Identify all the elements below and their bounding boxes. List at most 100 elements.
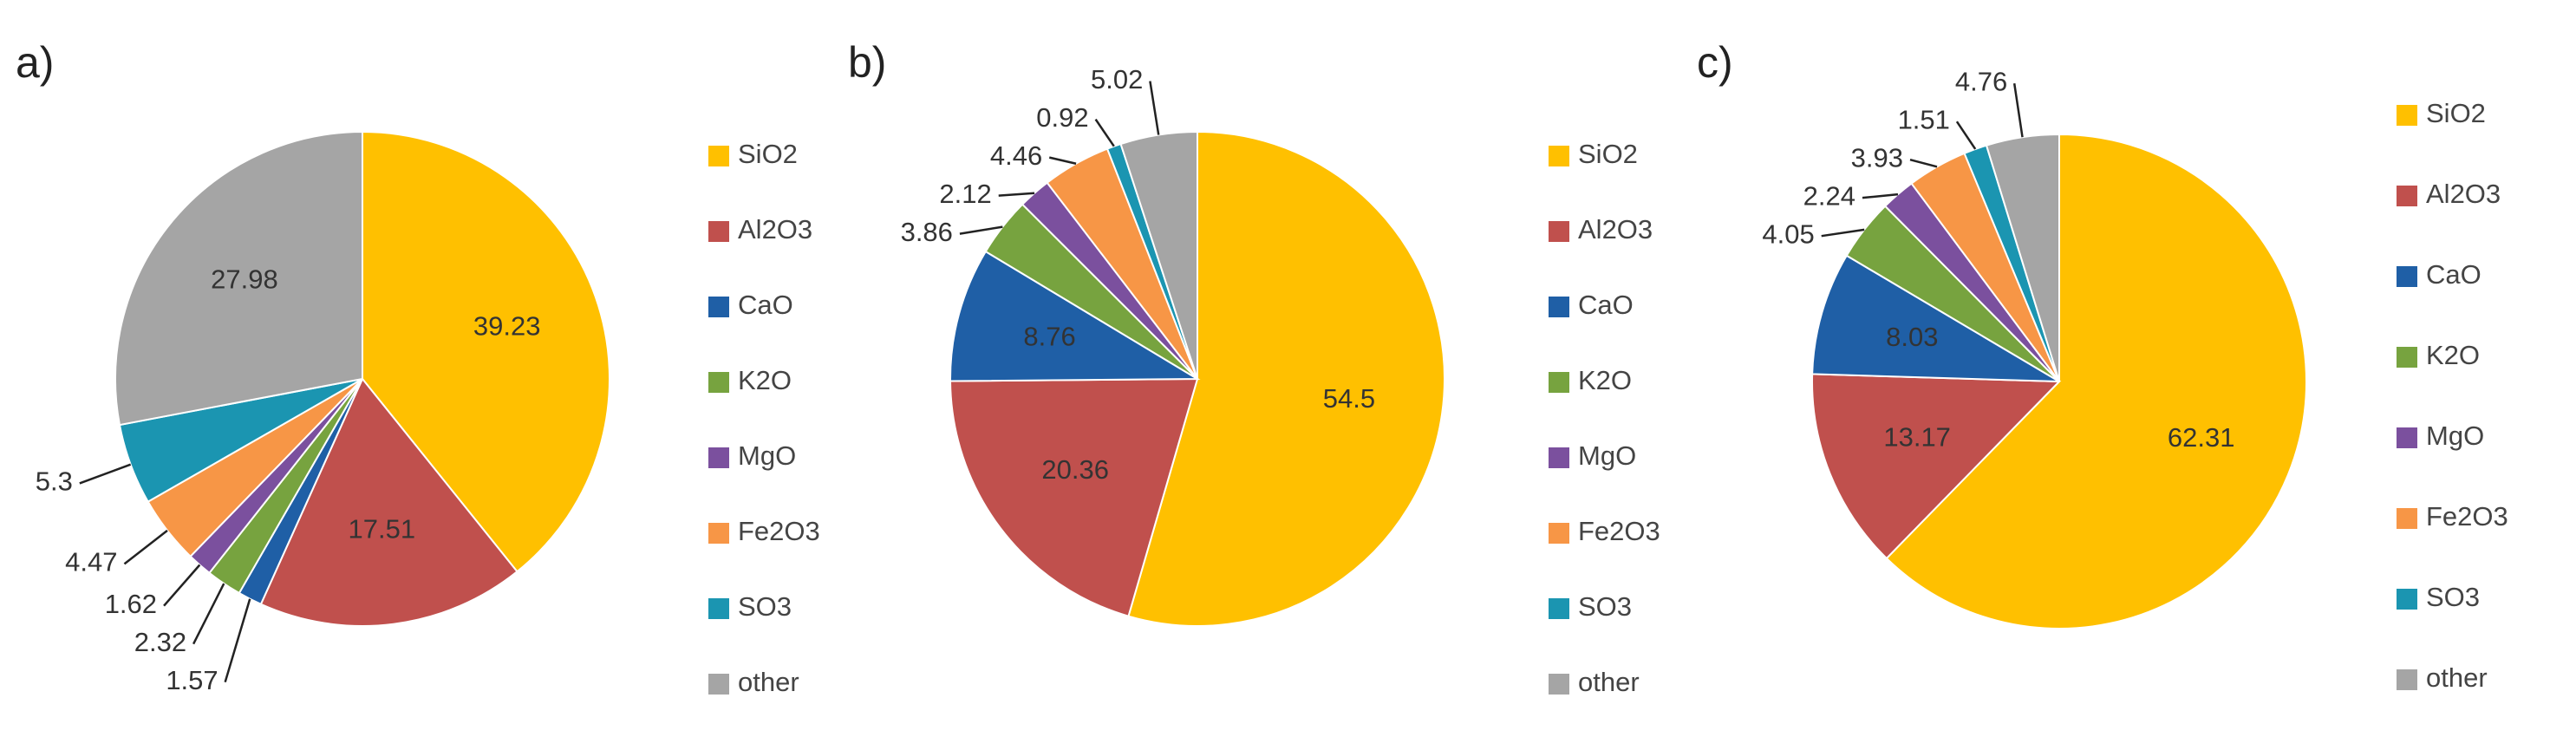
legend-swatch [1549, 372, 1569, 393]
legend-label: other [738, 667, 799, 697]
chart-title: c) [1697, 38, 1733, 87]
legend-swatch [1549, 297, 1569, 317]
legend-label: other [2426, 662, 2488, 693]
legend-label: SiO2 [2426, 98, 2486, 128]
legend-label: SO3 [2426, 582, 2480, 612]
data-label: 4.76 [1955, 66, 2007, 96]
legend-label: SO3 [1578, 591, 1632, 622]
legend-swatch [708, 674, 729, 695]
pie-slice [1985, 133, 2060, 382]
data-label: 3.86 [901, 217, 953, 247]
data-label: 1.51 [1898, 104, 1950, 134]
pie-slice [949, 377, 1199, 617]
legend-swatch [2397, 266, 2417, 287]
data-label: 2.32 [134, 627, 186, 657]
data-label: 4.46 [990, 140, 1042, 171]
data-label: 8.76 [1023, 322, 1075, 352]
legend-swatch [2397, 186, 2417, 206]
legend-label: MgO [2426, 421, 2484, 451]
leader-line [1862, 192, 1899, 199]
leader-line [1955, 121, 1977, 150]
legend-label: CaO [2426, 259, 2481, 290]
legend-label: Fe2O3 [2426, 501, 2508, 532]
pie-slice [1811, 254, 2060, 382]
leader-line [224, 598, 251, 683]
data-label: 1.57 [166, 665, 218, 695]
legend-label: Al2O3 [2426, 179, 2501, 209]
legend-swatch [708, 598, 729, 619]
data-label: 4.05 [1762, 218, 1814, 249]
pie-slice [1811, 373, 2062, 560]
legend-label: Fe2O3 [1578, 516, 1660, 546]
legend-swatch [708, 297, 729, 317]
data-label: 3.93 [1851, 142, 1903, 173]
legend-swatch [1549, 447, 1569, 468]
legend-swatch [1549, 221, 1569, 242]
leader-line [1909, 158, 1938, 168]
data-label: 0.92 [1036, 102, 1088, 133]
legend-swatch [708, 447, 729, 468]
legend-swatch [1549, 523, 1569, 544]
leader-line [1149, 81, 1160, 135]
legend-swatch [1549, 146, 1569, 166]
chart-title: b) [848, 38, 886, 87]
legend-swatch [2397, 508, 2417, 529]
legend-label: SiO2 [1578, 139, 1638, 169]
legend-label: CaO [1578, 290, 1634, 320]
leader-line [1048, 156, 1077, 165]
data-label: 39.23 [473, 311, 541, 342]
data-label: 1.62 [105, 589, 157, 619]
legend-label: SO3 [738, 591, 792, 622]
pie-slice [114, 130, 363, 427]
legend-label: CaO [738, 290, 793, 320]
pie-slice [1119, 130, 1198, 380]
leader-line [123, 529, 168, 565]
leader-line [998, 192, 1035, 197]
legend-label: Al2O3 [738, 214, 812, 245]
legend-swatch [1549, 598, 1569, 619]
legend-swatch [2397, 347, 2417, 368]
legend-label: K2O [738, 365, 792, 395]
legend-label: K2O [2426, 340, 2480, 370]
data-label: 5.02 [1091, 64, 1143, 95]
data-label: 54.5 [1323, 383, 1375, 414]
legend-swatch [1549, 674, 1569, 695]
legend-label: Fe2O3 [738, 516, 820, 546]
data-label: 62.31 [2168, 422, 2235, 453]
legend-swatch [2397, 669, 2417, 690]
pie-slice [259, 377, 518, 627]
data-label: 4.47 [65, 547, 117, 577]
data-label: 2.24 [1803, 180, 1855, 211]
leader-line [959, 225, 1003, 235]
data-label: 17.51 [349, 513, 416, 544]
legend-label: Al2O3 [1578, 214, 1653, 245]
leader-line [163, 564, 201, 607]
legend-swatch [2397, 589, 2417, 610]
leader-line [2012, 82, 2024, 138]
legend-label: SiO2 [738, 139, 798, 169]
data-label: 2.12 [939, 179, 991, 209]
legend-label: other [1578, 667, 1640, 697]
legend-label: MgO [1578, 440, 1636, 471]
data-label: 20.36 [1041, 454, 1109, 485]
legend-label: MgO [738, 440, 796, 471]
legend-swatch [708, 372, 729, 393]
legend-swatch [708, 146, 729, 166]
pie-slice [362, 130, 610, 573]
data-label: 27.98 [211, 264, 278, 294]
pie-slice [1127, 130, 1445, 627]
pie-slice [949, 250, 1201, 382]
leader-line [1094, 118, 1115, 147]
legend-swatch [2397, 105, 2417, 126]
legend-swatch [708, 221, 729, 242]
leader-line [1821, 228, 1865, 238]
leader-line [192, 583, 225, 645]
chart-title: a) [16, 38, 54, 87]
leader-line [79, 463, 132, 485]
legend-swatch [2397, 427, 2417, 448]
data-label: 8.03 [1886, 322, 1938, 352]
pie-slice [1885, 133, 2307, 629]
legend-label: K2O [1578, 365, 1632, 395]
data-label: 5.3 [36, 466, 73, 497]
